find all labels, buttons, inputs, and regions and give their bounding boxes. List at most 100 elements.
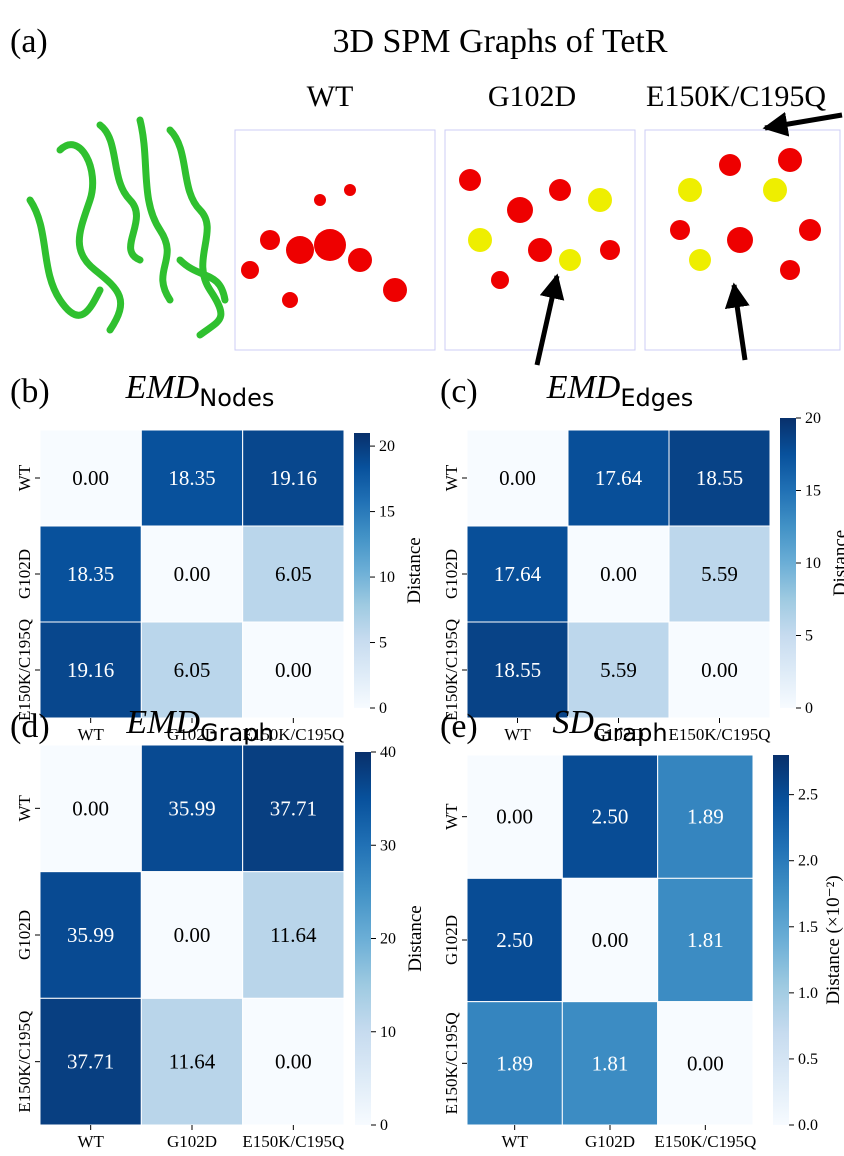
cell-label: 18.55 xyxy=(696,466,743,490)
title-main: EMD xyxy=(125,704,200,741)
colorbar-tick-label: 10 xyxy=(805,555,821,572)
cell-label: 0.00 xyxy=(275,658,312,682)
x-tick-label: E150K/C195Q xyxy=(654,1132,756,1151)
cell-label: 17.64 xyxy=(494,562,542,586)
cell-label: 1.81 xyxy=(687,928,724,952)
cell-label: 2.50 xyxy=(496,928,533,952)
cell-label: 1.89 xyxy=(687,805,724,829)
chart-title: EMDNodes xyxy=(125,369,275,412)
cell-label: 0.00 xyxy=(499,466,536,490)
cell-label: 1.81 xyxy=(592,1051,629,1075)
colorbar xyxy=(355,752,371,1125)
structure-graph xyxy=(235,130,840,350)
y-tick-label: E150K/C195Q xyxy=(15,1011,34,1113)
y-tick-label: WT xyxy=(442,803,461,830)
structure-label: G102D xyxy=(488,80,576,113)
cell-label: 0.00 xyxy=(174,562,211,586)
colorbar-tick-label: 0 xyxy=(380,1117,388,1134)
cell-label: 0.00 xyxy=(592,928,629,952)
cell-label: 0.00 xyxy=(275,1050,312,1074)
title-subscript: Nodes xyxy=(199,384,274,412)
cell-label: 0.00 xyxy=(72,466,109,490)
cell-label: 6.05 xyxy=(174,658,211,682)
colorbar-tick-label: 0 xyxy=(805,700,813,717)
cell-label: 19.16 xyxy=(270,466,317,490)
x-tick-label: WT xyxy=(504,725,531,744)
cell-label: 11.64 xyxy=(270,923,317,947)
structure-label: E150K/C195Q xyxy=(646,80,826,113)
cell-label: 35.99 xyxy=(168,796,215,820)
panel-label: (e) xyxy=(440,708,478,745)
colorbar-tick-label: 10 xyxy=(380,1024,396,1041)
y-tick-label: G102D xyxy=(15,910,34,960)
colorbar-label: Distance xyxy=(405,905,426,971)
structure-label: WT xyxy=(307,80,354,113)
y-tick-label: E150K/C195Q xyxy=(15,619,34,721)
x-tick-label: E150K/C195Q xyxy=(669,725,771,744)
colorbar-label: Distance xyxy=(404,537,425,603)
y-tick-label: E150K/C195Q xyxy=(442,619,461,721)
panel-label: (a) xyxy=(10,23,48,60)
x-tick-label: WT xyxy=(77,1132,104,1151)
x-tick-label: G102D xyxy=(167,1132,217,1151)
colorbar-tick-label: 2.5 xyxy=(798,787,818,804)
colorbar-tick-label: 40 xyxy=(380,744,396,761)
colorbar-tick-label: 1.5 xyxy=(798,919,818,936)
title-subscript: Graph xyxy=(200,719,274,747)
cell-label: 0.00 xyxy=(496,805,533,829)
colorbar-tick-label: 30 xyxy=(380,837,396,854)
panel-title: 3D SPM Graphs of TetR xyxy=(332,23,667,60)
y-tick-label: G102D xyxy=(442,915,461,965)
panel-label: (c) xyxy=(440,373,478,410)
cell-label: 2.50 xyxy=(592,805,629,829)
cell-label: 5.59 xyxy=(600,658,637,682)
panel-label: (b) xyxy=(10,373,50,410)
title-subscript: Edges xyxy=(620,384,693,412)
title-main: SD xyxy=(552,704,594,741)
colorbar-tick-label: 15 xyxy=(805,483,821,500)
cell-label: 35.99 xyxy=(67,923,114,947)
x-tick-label: WT xyxy=(501,1132,528,1151)
cell-label: 18.55 xyxy=(494,658,541,682)
cell-label: 0.00 xyxy=(72,796,109,820)
colorbar-tick-label: 10 xyxy=(379,569,395,586)
colorbar-tick-label: 1.0 xyxy=(798,985,818,1002)
colorbar-tick-label: 15 xyxy=(379,504,395,521)
colorbar xyxy=(354,433,370,708)
y-tick-label: G102D xyxy=(15,549,34,599)
colorbar-tick-label: 2.0 xyxy=(798,853,818,870)
protein-cartoon xyxy=(30,120,225,335)
cell-label: 0.00 xyxy=(600,562,637,586)
panel-label: (d) xyxy=(10,708,50,745)
y-tick-label: G102D xyxy=(442,549,461,599)
cell-label: 1.89 xyxy=(496,1051,533,1075)
title-subscript: Graph xyxy=(594,719,668,747)
cell-label: 0.00 xyxy=(174,923,211,947)
colorbar-tick-label: 0.5 xyxy=(798,1051,818,1068)
y-tick-label: WT xyxy=(15,795,34,822)
x-tick-label: G102D xyxy=(585,1132,635,1151)
colorbar-label: Distance (×10⁻²) xyxy=(823,875,844,1004)
colorbar xyxy=(780,418,796,708)
y-tick-label: E150K/C195Q xyxy=(442,1012,461,1114)
y-tick-label: WT xyxy=(15,464,34,491)
cell-label: 6.05 xyxy=(275,562,312,586)
chart-title: EMDEdges xyxy=(546,369,694,412)
cell-label: 0.00 xyxy=(701,658,738,682)
x-tick-label: WT xyxy=(77,725,104,744)
colorbar-tick-label: 5 xyxy=(379,635,387,652)
colorbar-label: Distance xyxy=(830,530,844,596)
figure: (a) 3D SPM Graphs of TetR WT G102D E150K… xyxy=(0,0,844,1156)
colorbar xyxy=(773,755,789,1125)
y-tick-label: WT xyxy=(442,464,461,491)
cell-label: 17.64 xyxy=(595,466,643,490)
colorbar-tick-label: 0.0 xyxy=(798,1117,818,1134)
cell-label: 18.35 xyxy=(67,562,114,586)
colorbar-tick-label: 20 xyxy=(379,438,395,455)
colorbar-tick-label: 0 xyxy=(379,700,387,717)
cell-label: 37.71 xyxy=(67,1050,114,1074)
colorbar-tick-label: 20 xyxy=(380,931,396,948)
cell-label: 18.35 xyxy=(168,466,215,490)
cell-label: 11.64 xyxy=(169,1050,216,1074)
title-main: EMD xyxy=(546,369,621,406)
